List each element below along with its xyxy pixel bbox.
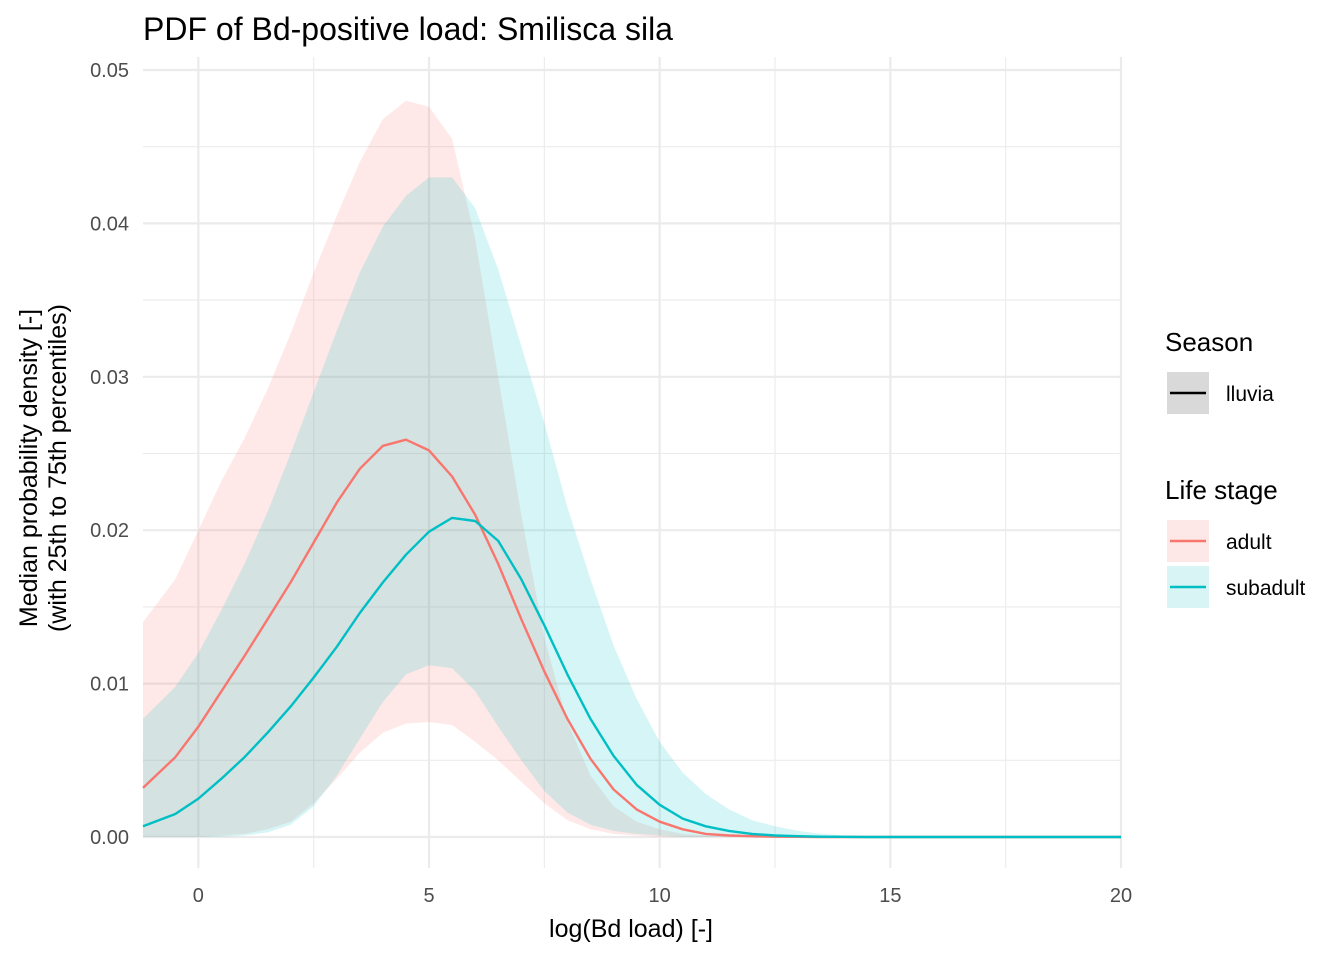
legend-label-subadult: subadult	[1226, 577, 1306, 600]
median-lines	[142, 438, 1121, 839]
y-axis-title-line-2: (with 25th to 75th percentiles)	[44, 304, 72, 632]
ribbon-adult	[143, 100, 1121, 837]
y-tick-label: 0.05	[90, 60, 129, 82]
y-tick-label: 0.04	[90, 213, 129, 235]
grid-minor	[143, 57, 1121, 868]
x-tick-label: 0	[193, 885, 204, 907]
legend-label-lluvia: lluvia	[1226, 383, 1274, 406]
y-axis-title: Median probability density [-] (with 25t…	[15, 304, 72, 632]
legend-label-adult: adult	[1226, 531, 1272, 554]
chart-title: PDF of Bd-positive load: Smilisca sila	[143, 11, 673, 47]
grid-major	[143, 57, 1123, 868]
y-tick-label: 0.02	[90, 520, 129, 542]
y-tick-label: 0.01	[90, 674, 129, 696]
x-tick-label: 10	[649, 885, 671, 907]
ribbons	[143, 100, 1121, 837]
line-subadult	[142, 516, 1121, 839]
y-tick-label: 0.00	[90, 827, 129, 849]
x-tick-labels: 0 5 10 15 20	[193, 885, 1132, 907]
legend-season-title: Season	[1165, 327, 1253, 357]
x-tick-label: 15	[879, 885, 901, 907]
x-axis-title: log(Bd load) [-]	[549, 915, 713, 943]
x-tick-label: 20	[1110, 885, 1132, 907]
y-axis-title-line-1: Median probability density [-]	[15, 309, 43, 627]
y-tick-label: 0.03	[90, 367, 129, 389]
x-tick-label: 5	[423, 885, 434, 907]
legend-lifestage-title: Life stage	[1165, 475, 1278, 505]
ribbon-subadult	[143, 177, 1121, 837]
y-tick-labels: 0.00 0.01 0.02 0.03 0.04 0.05	[90, 60, 129, 849]
legend: Season lluvia Life stage adult subadult	[1165, 327, 1306, 608]
